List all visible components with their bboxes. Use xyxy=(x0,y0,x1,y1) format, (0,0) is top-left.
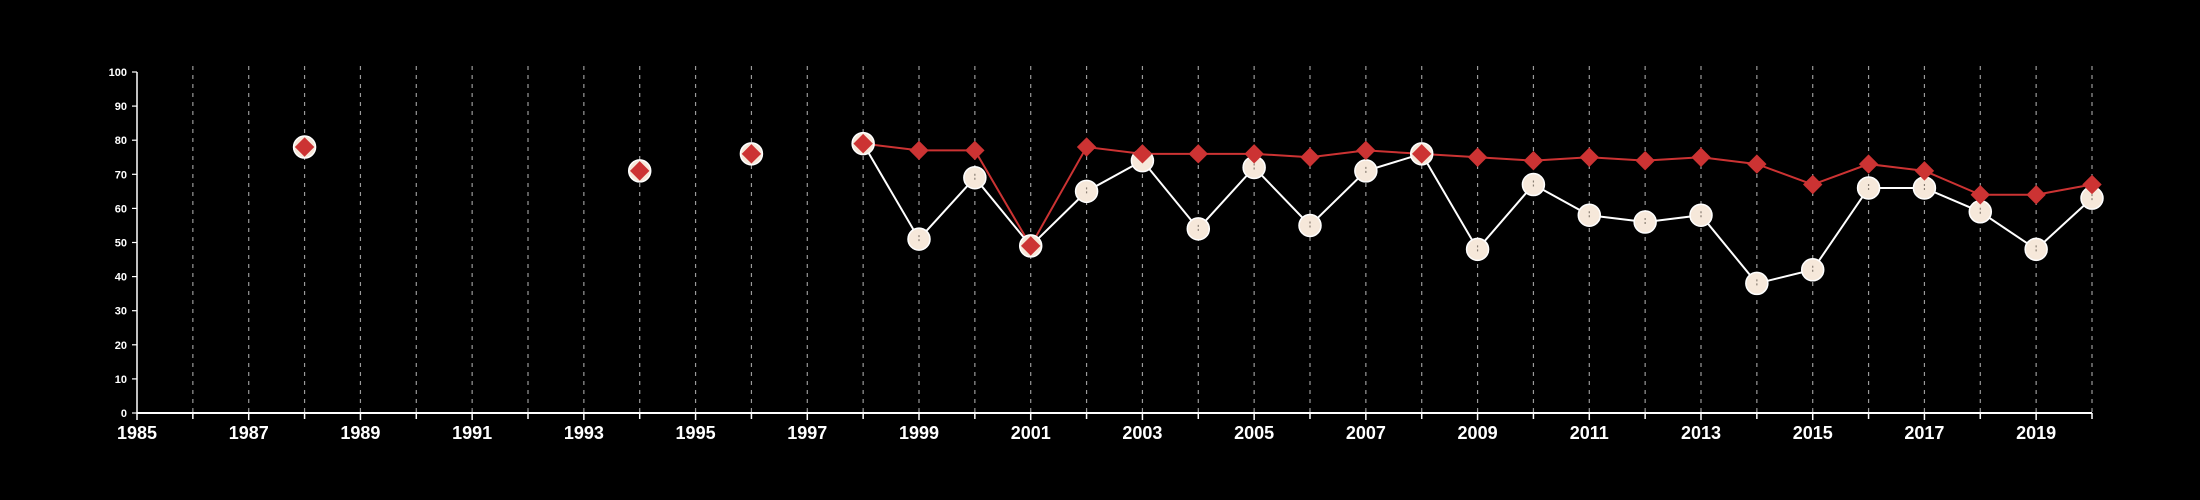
y-tick-label: 80 xyxy=(115,135,127,147)
y-tick-label: 60 xyxy=(115,203,127,215)
diamond-marker xyxy=(965,140,985,161)
y-tick-label: 20 xyxy=(115,340,127,352)
diamond-marker xyxy=(1914,161,1935,181)
diamond-marker xyxy=(2082,174,2102,195)
x-tick-label: 2005 xyxy=(1234,423,1274,443)
diamond-marker xyxy=(1021,236,1041,256)
x-tick-label: 2017 xyxy=(1904,423,1944,443)
x-tick-label: 1985 xyxy=(117,423,157,443)
y-tick-label: 100 xyxy=(109,67,127,79)
diamond-marker xyxy=(1412,144,1432,164)
x-tick-label: 1989 xyxy=(340,423,380,443)
diamond-marker xyxy=(1691,147,1711,167)
x-tick-label: 2003 xyxy=(1122,423,1162,443)
diamond-marker xyxy=(1803,174,1823,195)
diamond-marker xyxy=(1188,144,1208,164)
axis-layer: 0 10 20 30 40 50 60 70 80 90 100 1985 1987 1989 1991 19… xyxy=(109,67,2093,443)
diamond-marker xyxy=(909,140,929,161)
y-tick-label: 30 xyxy=(115,306,127,318)
y-tick-label: 40 xyxy=(115,272,127,284)
x-tick-label: 1991 xyxy=(452,423,492,443)
y-tick-label: 90 xyxy=(115,101,127,113)
diamond-marker xyxy=(741,144,762,164)
diamond-marker xyxy=(1467,147,1488,167)
x-tick-label: 2011 xyxy=(1570,423,1609,443)
y-tick-label: 50 xyxy=(115,238,127,250)
diamond-marker xyxy=(1970,185,1990,205)
diamond-marker xyxy=(630,161,650,181)
x-tick-label: 1987 xyxy=(229,423,269,443)
x-tick-label: 2015 xyxy=(1793,423,1833,443)
diamond-marker xyxy=(1076,137,1097,157)
diamond-marker xyxy=(1244,144,1264,164)
x-tick-label: 1999 xyxy=(899,423,939,443)
grid-layer xyxy=(192,66,2093,413)
x-tick-label: 2007 xyxy=(1346,423,1386,443)
y-tick-label: 70 xyxy=(115,169,127,181)
diamond-marker xyxy=(853,133,873,154)
x-tick-label: 2009 xyxy=(1458,423,1498,443)
diamond-marker xyxy=(1635,150,1655,171)
diamond-marker xyxy=(1858,154,1879,174)
x-tick-label: 2019 xyxy=(2016,423,2056,443)
diamond-marker xyxy=(1523,150,1544,171)
series-layer xyxy=(292,131,2104,296)
diamond-marker xyxy=(294,137,315,157)
y-tick-label: 10 xyxy=(115,374,127,386)
diamond-marker xyxy=(1300,147,1320,167)
y-tick-label: 0 xyxy=(121,408,127,420)
x-tick-label: 1993 xyxy=(564,423,604,443)
diamond-marker xyxy=(2026,185,2046,205)
diamond-marker xyxy=(1747,154,1767,174)
diamond-marker xyxy=(1579,147,1599,167)
diamond-marker xyxy=(1132,144,1153,164)
x-tick-label: 1997 xyxy=(787,423,827,443)
diamond-marker xyxy=(1356,140,1376,161)
x-tick-label: 2013 xyxy=(1681,423,1721,443)
x-tick-label: 1995 xyxy=(676,423,716,443)
x-tick-label: 2001 xyxy=(1011,423,1051,443)
